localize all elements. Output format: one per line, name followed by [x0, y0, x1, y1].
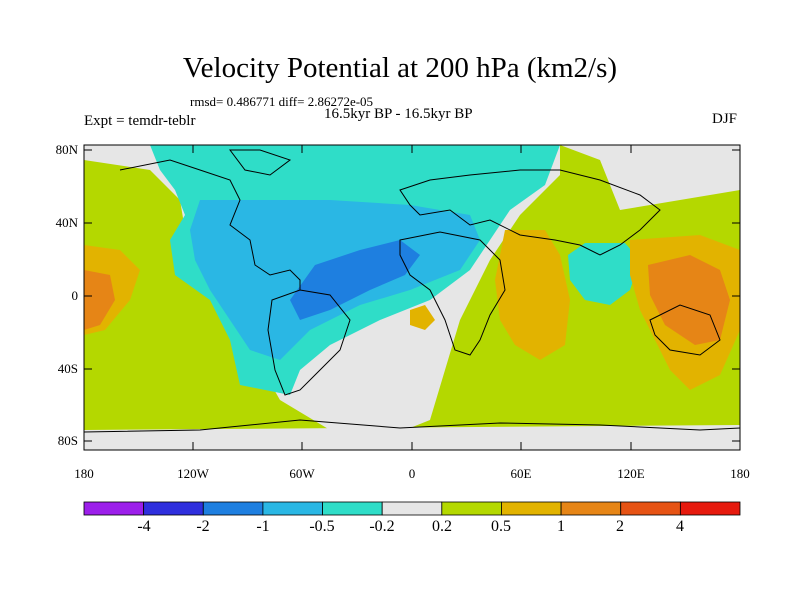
coast-greenland	[229, 149, 292, 176]
x-tick-label: 180	[74, 466, 94, 481]
colorbar-label: -2	[196, 518, 210, 535]
coast-australia	[649, 304, 721, 356]
colorbar-swatch	[620, 501, 681, 516]
colorbar-label: 2	[616, 518, 624, 535]
x-tick-label: 180	[730, 466, 750, 481]
x-tick-label: 60E	[510, 466, 532, 481]
y-tick-label: 0	[71, 288, 79, 303]
y-ticks	[84, 149, 740, 442]
colorbar-label: 1	[557, 518, 565, 535]
coastlines	[84, 149, 740, 433]
coast-south-america	[267, 289, 351, 396]
colorbar-label: 0.5	[491, 518, 511, 535]
coast-antarctica	[84, 419, 740, 433]
colorbar-label: -1	[256, 518, 270, 535]
colorbar-swatch	[83, 501, 145, 516]
field-gray-antarctic	[84, 425, 740, 450]
field-blue-core	[290, 240, 420, 320]
stats-line: rmsd= 0.486771 diff= 2.86272e-05	[190, 94, 374, 109]
colorbar-swatch	[202, 501, 264, 516]
colorbar	[83, 501, 741, 516]
colorbar-swatch	[322, 501, 383, 516]
y-tick-label: 80S	[57, 433, 78, 448]
x-tick-label: 120W	[177, 466, 209, 481]
x-tick-label: 0	[408, 466, 416, 481]
colorbar-label: 0.2	[432, 518, 452, 535]
colorbar-label: -0.5	[309, 518, 335, 535]
colorbar-swatch	[679, 501, 741, 516]
y-tick-label: 80N	[55, 142, 78, 157]
field-yellow-indian	[495, 230, 570, 360]
x-tick-label: 60W	[289, 466, 315, 481]
x-tick-label: 120E	[617, 466, 645, 481]
season-label: DJF	[712, 111, 738, 127]
x-ticks	[192, 145, 632, 450]
field-orange-wpacific	[648, 255, 730, 345]
colorbar-label: -0.2	[369, 518, 395, 535]
field-yellow-atlantic-blob	[410, 305, 435, 330]
y-tick-label: 40S	[57, 361, 78, 376]
colorbar-label: -4	[137, 518, 151, 535]
colorbar-swatch	[560, 501, 622, 516]
colorbar-swatch	[381, 501, 443, 516]
coast-eurasia	[399, 169, 661, 256]
field-cyan-seasia	[568, 243, 640, 305]
colorbar-label: 4	[676, 518, 684, 535]
colorbar-swatch	[143, 501, 204, 516]
colorbar-swatch	[501, 501, 562, 516]
coast-north-america	[119, 159, 301, 290]
experiment-label: Expt = temdr-teblr	[84, 113, 196, 129]
map-title: Velocity Potential at 200 hPa (km2/s)	[182, 52, 618, 84]
colorbar-swatch	[262, 501, 323, 516]
field-orange-west	[84, 270, 115, 330]
period-label: 16.5kyr BP - 16.5kyr BP	[324, 106, 473, 122]
colorbar-swatch	[441, 501, 502, 516]
coast-africa	[399, 231, 506, 356]
contour-field	[84, 145, 740, 450]
y-tick-label: 40N	[55, 215, 78, 230]
